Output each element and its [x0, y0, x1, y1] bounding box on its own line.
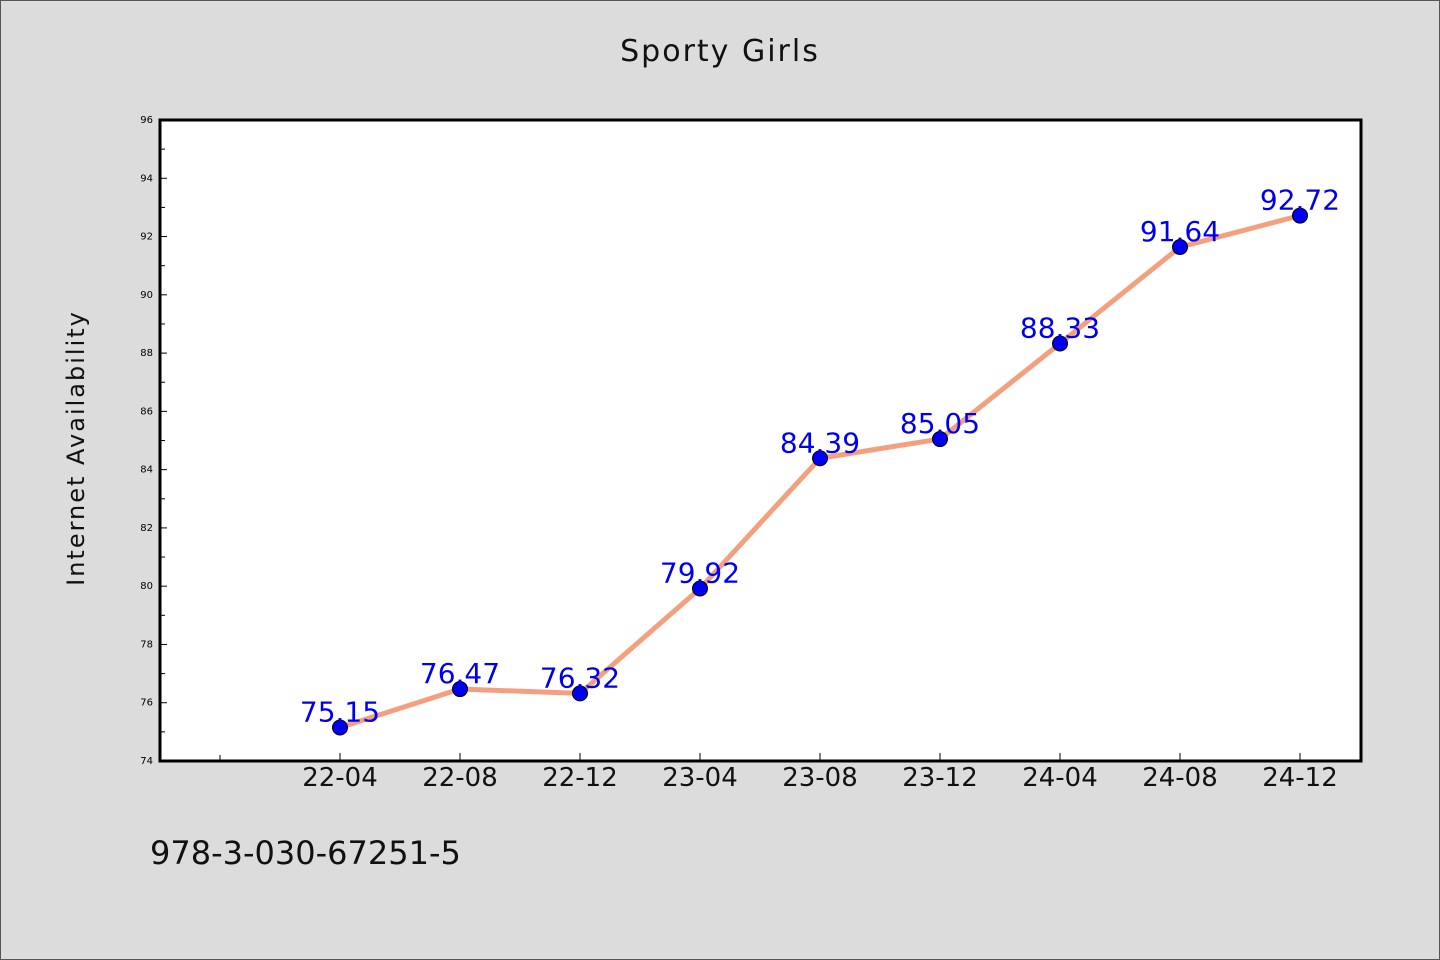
y-tick-label: 84	[140, 465, 153, 476]
data-label: 85.05	[900, 407, 980, 440]
x-tick-label: 23-12	[902, 763, 978, 793]
chart-title: Sporty Girls	[620, 34, 820, 69]
data-label: 84.39	[780, 426, 860, 459]
x-tick-label: 22-12	[542, 763, 618, 793]
y-tick-label: 86	[140, 406, 153, 417]
x-tick-label: 23-08	[782, 763, 858, 793]
y-tick-label: 96	[140, 115, 153, 126]
y-tick-label: 92	[140, 232, 153, 243]
data-point	[572, 685, 588, 702]
y-tick-label: 76	[140, 698, 153, 709]
data-point	[452, 681, 468, 698]
x-tick-label: 23-04	[662, 763, 738, 793]
y-tick-label: 80	[140, 581, 153, 592]
data-point	[1292, 207, 1308, 224]
data-point	[332, 719, 348, 736]
x-tick-label: 24-04	[1022, 763, 1098, 793]
data-label: 88.33	[1020, 311, 1100, 344]
y-tick-label: 74	[140, 756, 153, 767]
y-tick-label: 78	[140, 639, 153, 650]
data-point	[932, 431, 948, 448]
data-point	[812, 450, 828, 467]
x-tick-label: 22-04	[302, 763, 378, 793]
y-tick-label: 82	[140, 523, 153, 534]
y-tick-label: 94	[140, 173, 153, 184]
x-tick-label: 22-08	[422, 763, 498, 793]
x-tick-label: 24-08	[1142, 763, 1218, 793]
y-tick-label: 90	[140, 290, 153, 301]
data-point	[692, 580, 708, 597]
data-point	[1172, 239, 1188, 256]
data-label: 76.47	[420, 657, 500, 690]
plot-area	[158, 118, 1363, 763]
data-label: 75.15	[300, 695, 380, 728]
data-label: 91.64	[1140, 215, 1220, 248]
data-label: 76.32	[540, 661, 620, 694]
data-label: 79.92	[660, 557, 740, 590]
x-tick-label: 24-12	[1262, 763, 1338, 793]
y-tick-label: 88	[140, 348, 153, 359]
isbn-text: 978-3-030-67251-5	[150, 834, 461, 872]
data-label: 92.72	[1260, 184, 1340, 217]
data-point	[1052, 335, 1068, 352]
